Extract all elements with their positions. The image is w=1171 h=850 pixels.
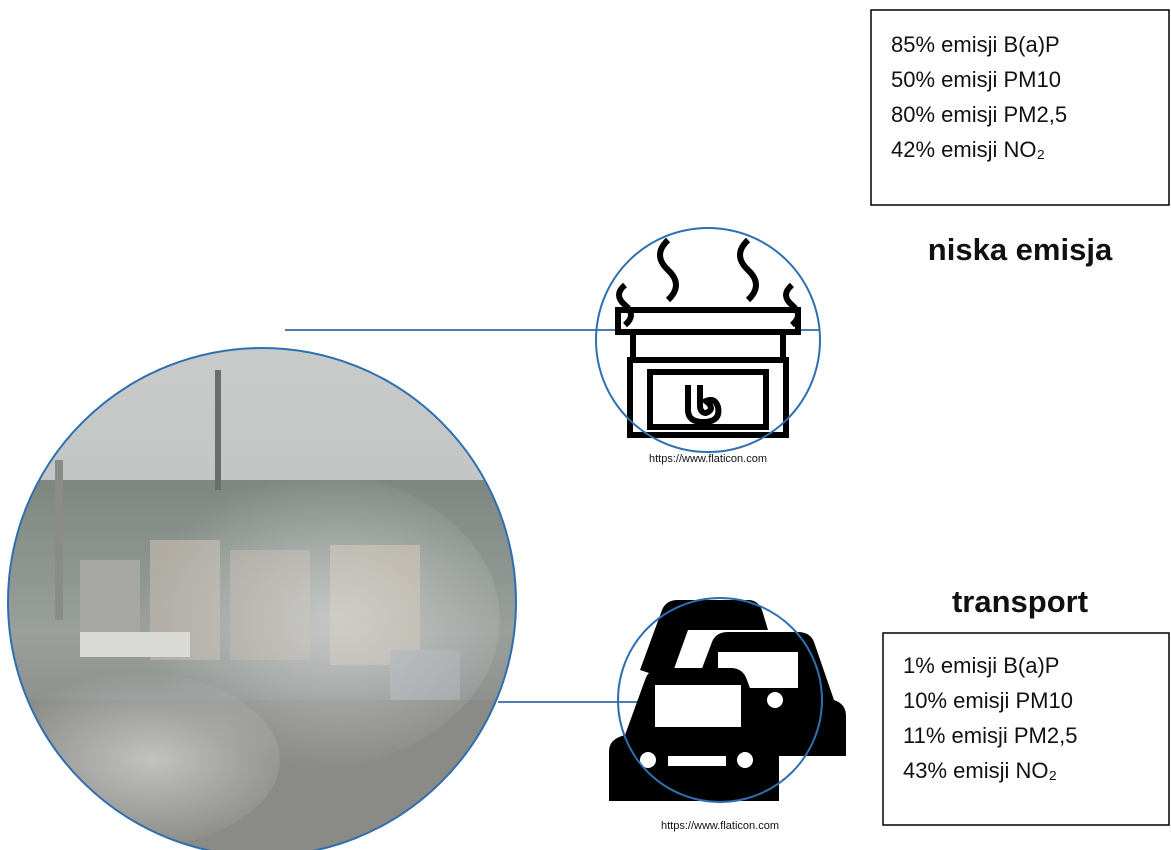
stat-line: 43% emisji NO₂ [903, 758, 1057, 783]
city-photo [0, 340, 520, 850]
source-title: niska emisja [928, 232, 1113, 267]
page: {"sources": [ {"title": "niska emisja", … [0, 0, 1171, 850]
stat-line: 85% emisji B(a)P [891, 32, 1060, 57]
source-title: transport [952, 584, 1088, 619]
heating-icon [618, 240, 798, 435]
stat-line: 42% emisji NO₂ [891, 137, 1045, 162]
infographic: https://www.flaticon.com https://www.fla… [0, 0, 1171, 850]
stat-line: 50% emisji PM10 [891, 67, 1061, 92]
image-credit: https://www.flaticon.com [649, 453, 767, 465]
stat-line: 80% emisji PM2,5 [891, 102, 1067, 127]
stat-line: 1% emisji B(a)P [903, 653, 1059, 678]
stat-line: 11% emisji PM2,5 [903, 723, 1077, 748]
image-credit: https://www.flaticon.com [661, 820, 779, 832]
stat-line: 10% emisji PM10 [903, 688, 1073, 713]
